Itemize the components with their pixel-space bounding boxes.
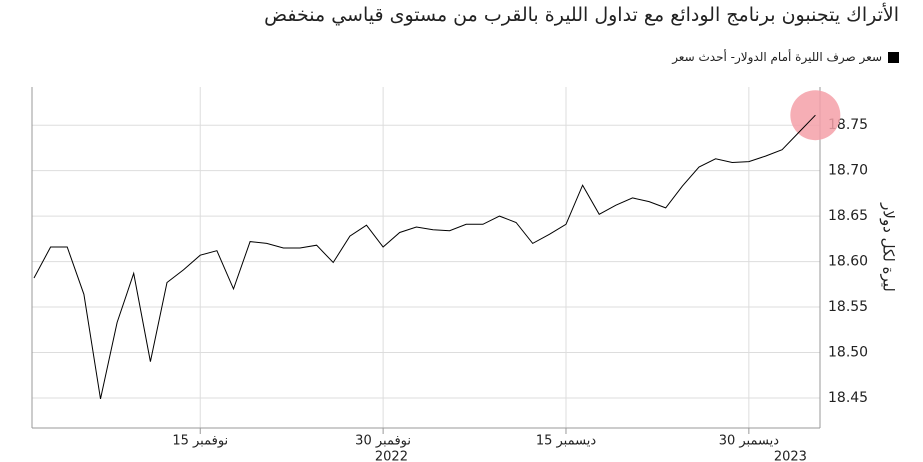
legend-label: سعر صرف الليرة أمام الدولار- أحدث سعر <box>672 50 882 64</box>
y-tick-label: 18.70 <box>828 163 868 179</box>
x-tick-label: 15 ديسمبر <box>536 434 597 449</box>
y-tick-label: 18.45 <box>828 390 868 406</box>
legend: سعر صرف الليرة أمام الدولار- أحدث سعر <box>672 50 899 64</box>
y-tick-label: 18.55 <box>828 299 868 315</box>
x-tick-label: 15 نوفمبر <box>172 434 228 449</box>
year-label: 2023 <box>774 450 807 462</box>
y-tick-label: 18.65 <box>828 208 868 224</box>
y-tick-label: 18.60 <box>828 254 868 270</box>
chart-title: الأتراك يتجنبون برنامج الودائع مع تداول … <box>264 4 899 26</box>
legend-swatch <box>888 51 899 63</box>
y-tick-label: 18.50 <box>828 345 868 361</box>
line-series <box>33 114 816 400</box>
year-label: 2022 <box>375 450 408 462</box>
y-axis-label: ليرة لكل دولار <box>880 202 898 292</box>
x-tick-label: 30 نوفمبر <box>355 434 411 449</box>
x-tick-label: 30 ديسمبر <box>719 434 780 449</box>
